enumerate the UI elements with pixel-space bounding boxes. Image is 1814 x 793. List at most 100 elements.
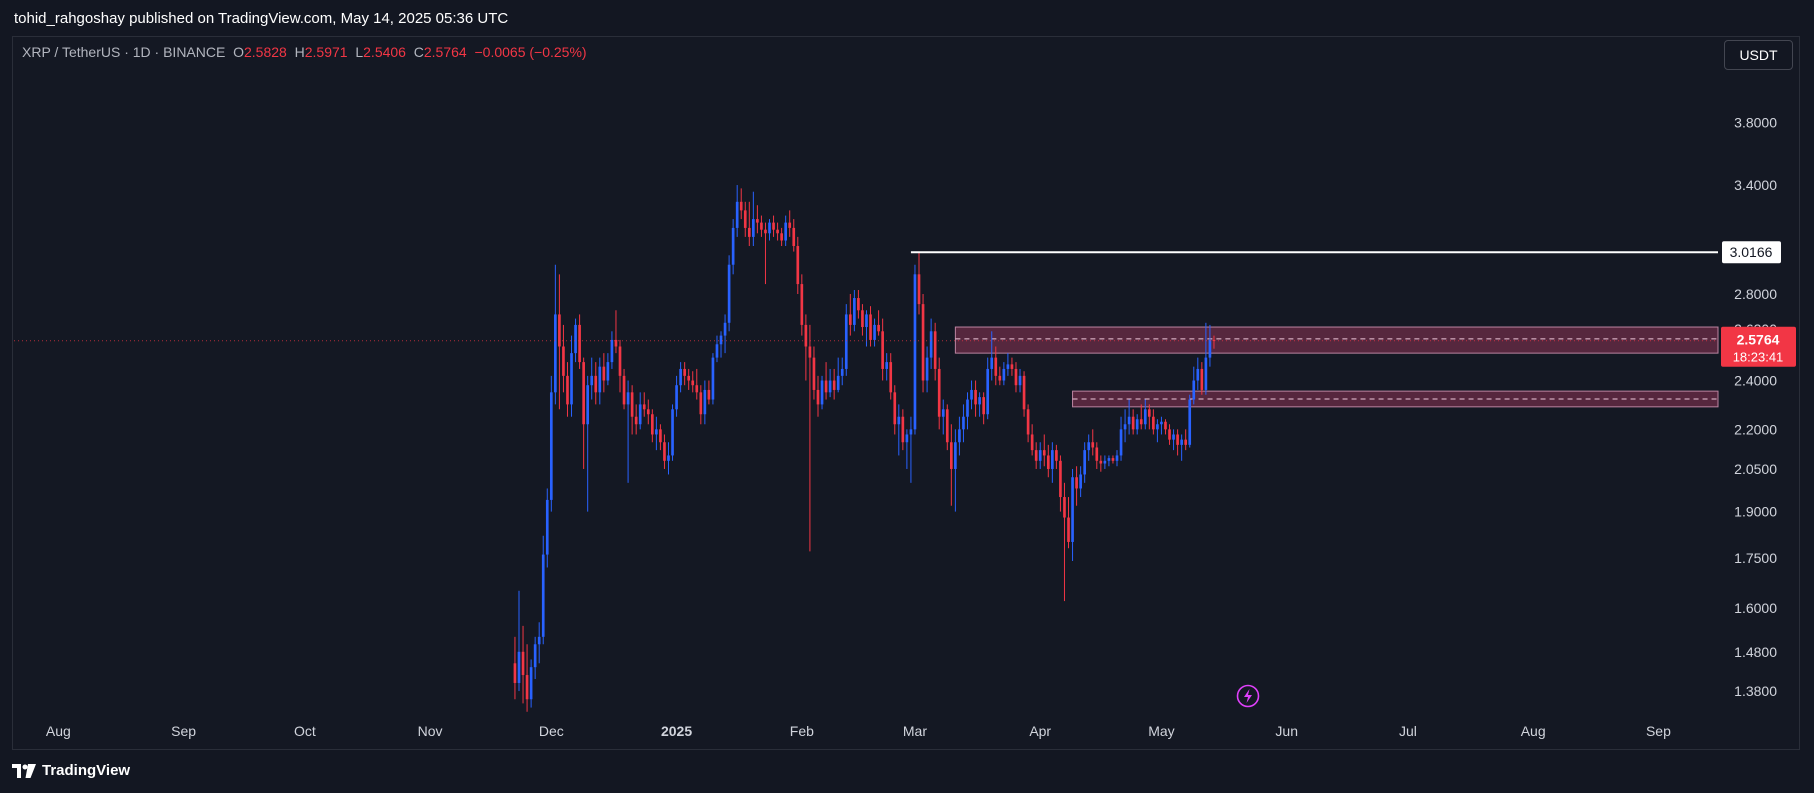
candle-body bbox=[1127, 416, 1131, 425]
candle-body bbox=[970, 389, 973, 400]
zone-1 bbox=[954, 326, 1719, 354]
candle-body bbox=[1091, 442, 1095, 448]
candle-body bbox=[1147, 409, 1151, 417]
bar-countdown-label: 18:23:41 bbox=[1733, 350, 1784, 365]
candle-body bbox=[933, 331, 937, 369]
candle-body bbox=[521, 651, 525, 676]
candle-body bbox=[727, 264, 731, 323]
candle-body bbox=[974, 389, 977, 405]
candle-body bbox=[554, 314, 557, 393]
candle-body bbox=[812, 357, 816, 390]
x-tick-label: Jun bbox=[1275, 723, 1298, 739]
top-bar: tohid_rahgoshay published on TradingView… bbox=[0, 0, 1814, 36]
candle-body bbox=[788, 222, 792, 228]
low-value: 2.5406 bbox=[363, 44, 406, 60]
candle-body bbox=[937, 368, 941, 417]
last-price-label: 2.5764 bbox=[1737, 332, 1780, 348]
candle-body bbox=[925, 357, 929, 381]
candle-body bbox=[752, 219, 755, 237]
price-labels: 3.0166 2.5764 18:23:41 bbox=[1721, 241, 1796, 367]
x-tick-label: Oct bbox=[294, 723, 316, 739]
candle-body bbox=[1192, 380, 1196, 400]
candle-body bbox=[1067, 517, 1070, 542]
x-tick-label: Sep bbox=[1646, 723, 1671, 739]
candle-body bbox=[1115, 455, 1119, 461]
currency-unit-button[interactable]: USDT bbox=[1724, 40, 1793, 70]
candle-body bbox=[784, 222, 788, 241]
candle-body bbox=[703, 389, 707, 415]
candle-body bbox=[562, 346, 565, 376]
candle-body bbox=[792, 227, 796, 247]
candle-body bbox=[929, 331, 933, 358]
candle-body bbox=[808, 346, 812, 358]
lightning-icon[interactable] bbox=[1236, 684, 1260, 708]
candle-body bbox=[994, 357, 998, 376]
y-tick-label: 2.4000 bbox=[1734, 373, 1777, 389]
candle-body bbox=[671, 409, 674, 456]
candle-body bbox=[719, 335, 723, 345]
high-label: H bbox=[294, 44, 305, 60]
tradingview-logo[interactable]: TradingView bbox=[12, 762, 130, 779]
candle-body bbox=[529, 667, 533, 700]
candle-body bbox=[1184, 439, 1188, 445]
candle-body bbox=[1168, 429, 1171, 440]
candle-body bbox=[1176, 434, 1179, 445]
candle-body bbox=[675, 385, 678, 410]
candle-body bbox=[545, 499, 549, 555]
symbol-name: XRP / TetherUS · 1D · BINANCE bbox=[22, 44, 226, 60]
candle-body bbox=[820, 380, 824, 405]
candle-body bbox=[723, 322, 727, 336]
candle-body bbox=[715, 344, 719, 358]
candle-body bbox=[1172, 434, 1175, 440]
x-tick-label: Mar bbox=[903, 723, 927, 739]
candle-body bbox=[1071, 477, 1074, 542]
candle-body bbox=[731, 227, 735, 265]
candle-body bbox=[622, 375, 626, 405]
candle-body bbox=[638, 404, 642, 425]
candle-body bbox=[1135, 419, 1139, 430]
x-tick-label: Dec bbox=[539, 723, 564, 739]
candle-body bbox=[1059, 460, 1062, 498]
candle-body bbox=[966, 399, 969, 417]
candle-body bbox=[1204, 357, 1208, 390]
x-tick-label: Aug bbox=[46, 723, 71, 739]
candle-body bbox=[578, 324, 581, 363]
candle-body bbox=[909, 429, 913, 435]
candle-body bbox=[695, 385, 699, 393]
candle-body bbox=[982, 397, 985, 415]
x-tick-label: Feb bbox=[790, 723, 814, 739]
candle-body bbox=[917, 274, 921, 305]
candle-body bbox=[881, 331, 884, 369]
candle-body bbox=[626, 392, 630, 405]
candle-body bbox=[1212, 339, 1216, 341]
candle-body bbox=[832, 380, 836, 390]
candle-body bbox=[962, 416, 965, 430]
candle-body bbox=[1107, 458, 1111, 461]
candle-body bbox=[1188, 399, 1192, 445]
candle-body bbox=[869, 314, 872, 340]
candle-body bbox=[739, 201, 743, 211]
candle-body bbox=[634, 416, 638, 425]
y-tick-label: 1.3800 bbox=[1734, 683, 1777, 699]
y-tick-label: 1.6000 bbox=[1734, 600, 1777, 616]
candle-body bbox=[913, 274, 917, 430]
candle-body bbox=[598, 366, 602, 393]
candle-body bbox=[1164, 421, 1167, 430]
candle-body bbox=[1022, 375, 1026, 410]
candle-body bbox=[1079, 474, 1082, 489]
candle-body bbox=[804, 324, 808, 347]
zones-layer bbox=[954, 326, 1719, 408]
candle-body bbox=[1152, 416, 1155, 430]
candle-body bbox=[1042, 450, 1046, 456]
tradingview-brand: TradingView bbox=[42, 762, 131, 779]
candle-body bbox=[582, 362, 585, 425]
y-axis: 3.8000 3.4000 2.8000 2.4000 2.2000 2.0500 1.90… bbox=[1734, 115, 1777, 699]
candle-body bbox=[1026, 409, 1030, 435]
candle-body bbox=[885, 362, 889, 369]
candle-body bbox=[630, 392, 634, 417]
candle-body bbox=[978, 397, 981, 405]
candle-body bbox=[893, 392, 897, 425]
candle-body bbox=[594, 375, 598, 393]
candle-body bbox=[848, 314, 852, 325]
